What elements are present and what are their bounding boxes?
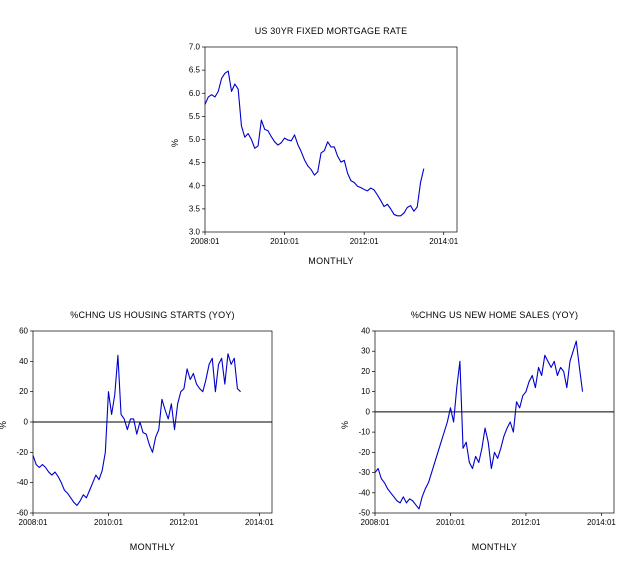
- svg-text:-40: -40: [16, 478, 28, 487]
- svg-text:2008:01: 2008:01: [361, 518, 390, 527]
- svg-text:-40: -40: [358, 488, 370, 497]
- svg-text:0: 0: [366, 407, 371, 416]
- svg-text:40: 40: [19, 357, 28, 366]
- svg-text:-30: -30: [358, 468, 370, 477]
- svg-text:2010:01: 2010:01: [94, 518, 123, 527]
- svg-text:-20: -20: [358, 448, 370, 457]
- svg-text:4.5: 4.5: [189, 158, 201, 167]
- svg-text:5.0: 5.0: [189, 135, 201, 144]
- svg-text:3.0: 3.0: [189, 228, 201, 237]
- svg-text:-10: -10: [358, 428, 370, 437]
- svg-text:0: 0: [24, 418, 29, 427]
- svg-text:2008:01: 2008:01: [19, 518, 48, 527]
- new-home-sales-x-axis-label: MONTHLY: [471, 542, 518, 552]
- housing-starts-chart: %CHNG US HOUSING STARTS (YOY) % -60-40-2…: [0, 310, 280, 560]
- housing-starts-x-axis-label: MONTHLY: [129, 542, 176, 552]
- svg-text:2012:01: 2012:01: [169, 518, 198, 527]
- svg-text:-50: -50: [358, 509, 370, 518]
- new-home-sales-chart: %CHNG US NEW HOME SALES (YOY) % -50 -40 -3…: [340, 310, 622, 560]
- svg-text:7.0: 7.0: [189, 43, 201, 52]
- svg-text:10: 10: [361, 387, 370, 396]
- svg-text:-20: -20: [16, 448, 28, 457]
- housing-starts-plot: -60 -40 -20 0 20 40 60 2008:01 2010:01 2012:01 201…: [16, 327, 274, 528]
- svg-text:6.5: 6.5: [189, 66, 201, 75]
- svg-text:2012:01: 2012:01: [511, 518, 540, 527]
- svg-text:2012:01: 2012:01: [350, 237, 379, 246]
- new-home-sales-chart-title: %CHNG US NEW HOME SALES (YOY): [410, 310, 579, 320]
- svg-text:2010:01: 2010:01: [436, 518, 465, 527]
- svg-text:20: 20: [19, 387, 28, 396]
- svg-text:4.0: 4.0: [189, 181, 201, 190]
- housing-starts-chart-title: %CHNG US HOUSING STARTS (YOY): [70, 310, 235, 320]
- mortgage-rate-chart: US 30YR FIXED MORTGAGE RATE % 3.0 3.5 4.0 4…: [170, 26, 465, 276]
- svg-text:2010:01: 2010:01: [270, 237, 299, 246]
- mortgage-rate-x-axis-label: MONTHLY: [308, 256, 354, 266]
- svg-text:3.5: 3.5: [189, 204, 201, 213]
- svg-text:5.5: 5.5: [189, 112, 201, 121]
- mortgage-rate-plot: 3.0 3.5 4.0 4.5 5.0 5.5 6.0 6.5 7.0 2008:01 2010:0…: [189, 43, 459, 247]
- svg-text:40: 40: [361, 327, 370, 336]
- svg-text:6.0: 6.0: [189, 89, 201, 98]
- svg-text:-60: -60: [16, 509, 28, 518]
- svg-text:20: 20: [361, 367, 370, 376]
- svg-text:2014:01: 2014:01: [245, 518, 274, 527]
- svg-text:2014:01: 2014:01: [429, 237, 458, 246]
- svg-text:2008:01: 2008:01: [191, 237, 220, 246]
- mortgage-rate-chart-title: US 30YR FIXED MORTGAGE RATE: [254, 26, 408, 36]
- new-home-sales-plot: -50 -40 -30 -20 -10 0 10 20 30 40 2008:01 2010:01 20…: [358, 327, 616, 528]
- svg-text:2014:01: 2014:01: [587, 518, 616, 527]
- svg-text:30: 30: [361, 347, 370, 356]
- svg-text:60: 60: [19, 327, 28, 336]
